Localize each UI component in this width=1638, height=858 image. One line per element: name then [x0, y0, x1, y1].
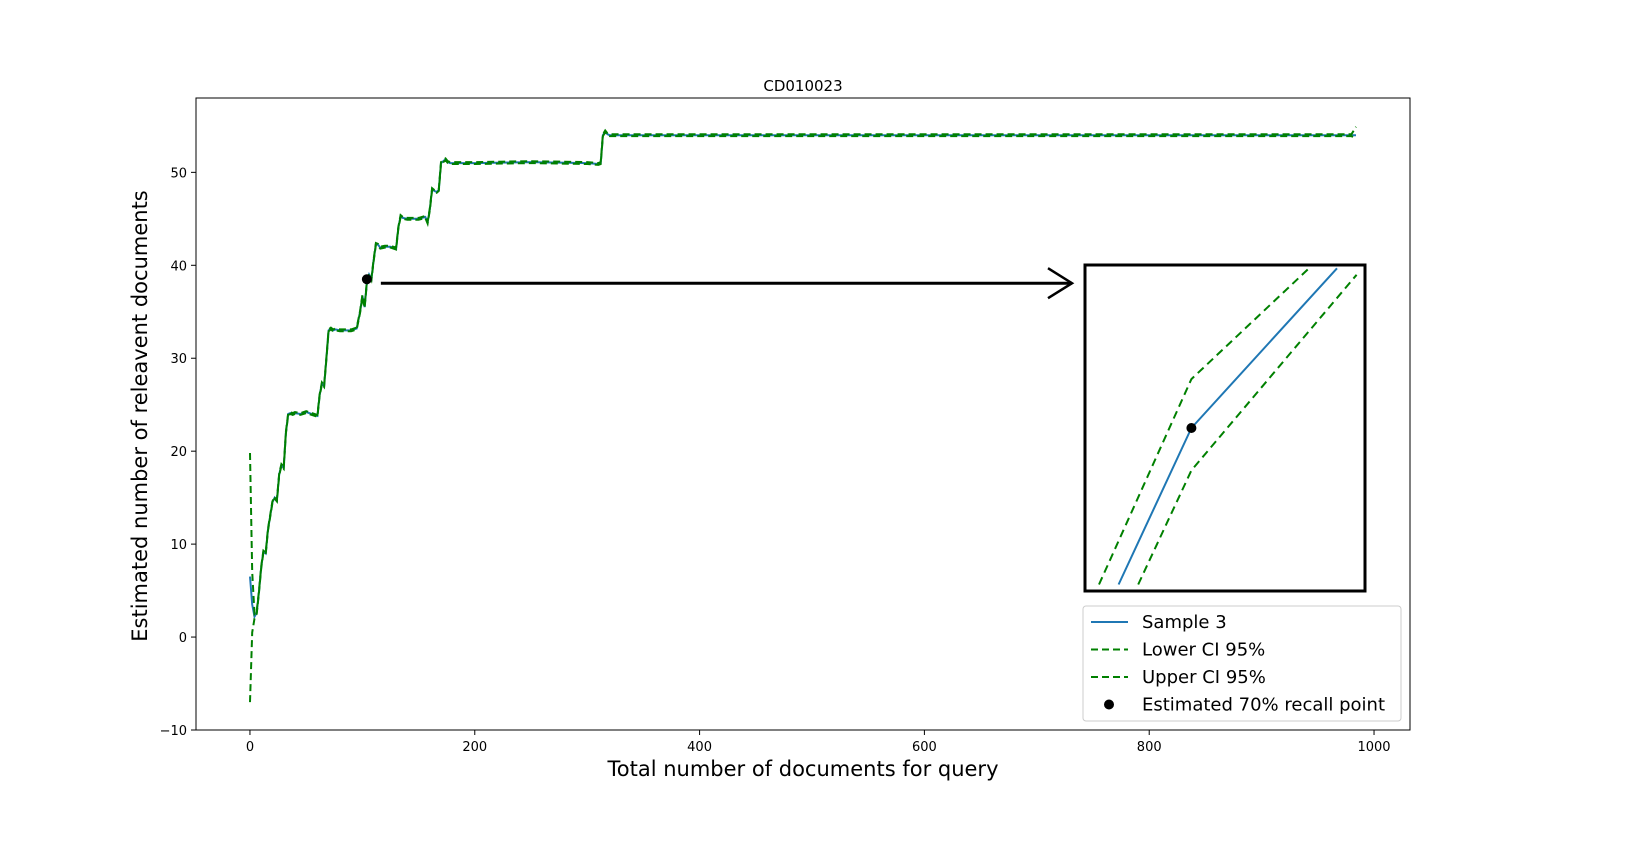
y-tick-label: 40 — [170, 259, 187, 274]
x-tick-label: 800 — [1137, 740, 1162, 755]
x-tick-label: 600 — [912, 740, 937, 755]
inset-zoom-panel — [1083, 263, 1367, 593]
inset-lower-ci-line — [1098, 267, 1310, 585]
y-tick-label: 50 — [170, 166, 187, 181]
y-tick-label: −10 — [160, 724, 187, 739]
series-line-2 — [249, 126, 1357, 617]
x-tick-label: 0 — [246, 740, 254, 755]
x-tick-label: 1000 — [1357, 740, 1390, 755]
recall-point-marker — [361, 274, 372, 285]
chart-title: CD010023 — [763, 77, 842, 95]
y-tick-label: 10 — [170, 538, 187, 553]
legend-label-1: Lower CI 95% — [1142, 640, 1265, 661]
legend-label-3: Estimated 70% recall point — [1142, 695, 1385, 716]
y-axis-label: Estimated number of releavent documents — [128, 190, 152, 642]
legend-marker-recall-point — [1104, 699, 1114, 710]
x-axis-label: Total number of documents for query — [606, 757, 998, 781]
series-line-1 — [249, 130, 1357, 703]
inset-recall-point — [1186, 423, 1197, 433]
y-tick-label: 0 — [179, 631, 187, 646]
y-tick-label: 20 — [170, 445, 187, 460]
legend: Sample 3 Lower CI 95% Upper CI 95% Estimate… — [1082, 605, 1402, 722]
x-tick-label: 200 — [462, 740, 487, 755]
inset-frame — [1083, 263, 1367, 593]
plot-area: 0 200 400 600 800 1000 −10 0 10 20 30 40 50 — [160, 97, 1411, 755]
axes-frame — [195, 97, 1411, 731]
legend-box — [1082, 605, 1402, 722]
x-tick-label: 400 — [687, 740, 712, 755]
y-tick-label: 30 — [170, 352, 187, 367]
inset-upper-ci-line — [1137, 274, 1358, 585]
legend-label-0: Sample 3 — [1142, 612, 1227, 633]
legend-label-2: Upper CI 95% — [1142, 667, 1266, 688]
zoom-arrow-head — [1047, 267, 1075, 300]
